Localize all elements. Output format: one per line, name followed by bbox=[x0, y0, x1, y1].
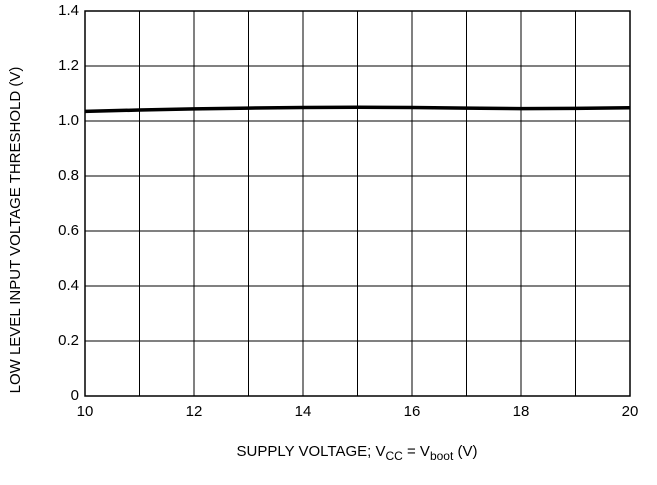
x-axis-label: SUPPLY VOLTAGE; VCC = Vboot (V) bbox=[237, 443, 478, 463]
x-axis-label-part: CC bbox=[385, 449, 403, 463]
x-axis-label-part: (V) bbox=[453, 443, 477, 460]
x-axis-label-part: = V bbox=[403, 443, 430, 460]
y-tick-label: 0.2 bbox=[58, 332, 79, 349]
x-tick-label: 14 bbox=[295, 403, 312, 420]
x-tick-label: 18 bbox=[513, 403, 530, 420]
x-tick-label: 20 bbox=[622, 403, 639, 420]
y-tick-label: 0.6 bbox=[58, 222, 79, 239]
y-tick-label: 1.0 bbox=[58, 112, 79, 129]
y-tick-label: 1.2 bbox=[58, 57, 79, 74]
x-tick-label: 16 bbox=[404, 403, 421, 420]
y-tick-label: 1.4 bbox=[58, 2, 79, 19]
y-tick-label: 0 bbox=[71, 387, 79, 404]
data-line bbox=[84, 105, 631, 114]
x-axis-label-part: boot bbox=[430, 449, 454, 463]
y-axis-label: LOW LEVEL INPUT VOLTAGE THRESHOLD (V) bbox=[7, 67, 24, 394]
x-axis-label-part: SUPPLY VOLTAGE; V bbox=[237, 443, 386, 460]
plot-frame bbox=[84, 10, 631, 397]
y-tick-label: 0.8 bbox=[58, 167, 79, 184]
x-tick-label: 12 bbox=[186, 403, 203, 420]
x-tick-label: 10 bbox=[77, 403, 94, 420]
y-tick-label: 0.4 bbox=[58, 277, 79, 294]
